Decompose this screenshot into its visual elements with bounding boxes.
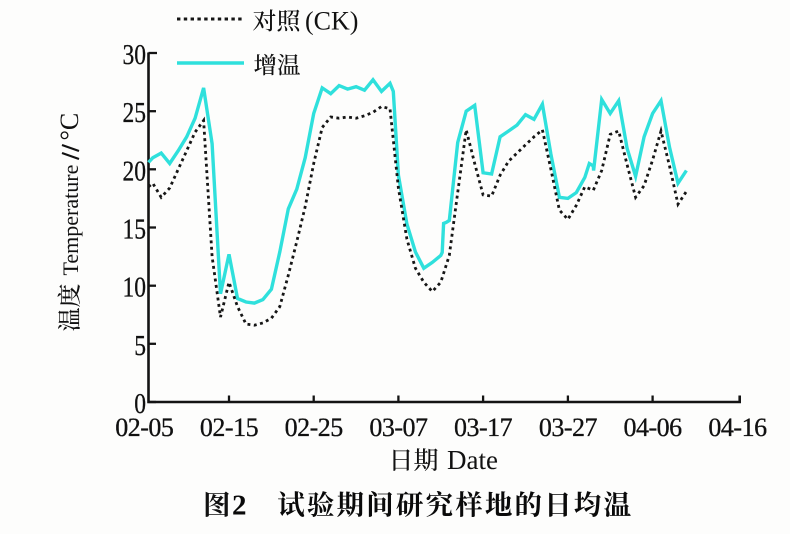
svg-text:04-16: 04-16: [708, 413, 767, 442]
svg-text:Date: Date: [447, 445, 498, 475]
svg-text:20: 20: [122, 155, 146, 186]
svg-text:02-05: 02-05: [115, 413, 173, 442]
svg-text:03-27: 03-27: [539, 413, 598, 442]
svg-text:03-17: 03-17: [454, 413, 513, 442]
svg-text:30: 30: [122, 39, 146, 70]
svg-text:(CK): (CK): [305, 7, 358, 36]
svg-text:15: 15: [122, 214, 146, 245]
svg-text:Temperature: Temperature: [58, 165, 83, 276]
svg-text:25: 25: [122, 97, 146, 128]
svg-text:°C: °C: [55, 113, 84, 141]
svg-text:04-06: 04-06: [624, 413, 683, 442]
svg-text:5: 5: [134, 330, 146, 361]
svg-text:2: 2: [232, 490, 247, 522]
svg-text:02-25: 02-25: [285, 413, 343, 442]
svg-text:02-15: 02-15: [200, 413, 258, 442]
svg-text:0: 0: [134, 388, 146, 419]
svg-text:03-07: 03-07: [369, 413, 428, 442]
svg-text:10: 10: [122, 272, 146, 303]
